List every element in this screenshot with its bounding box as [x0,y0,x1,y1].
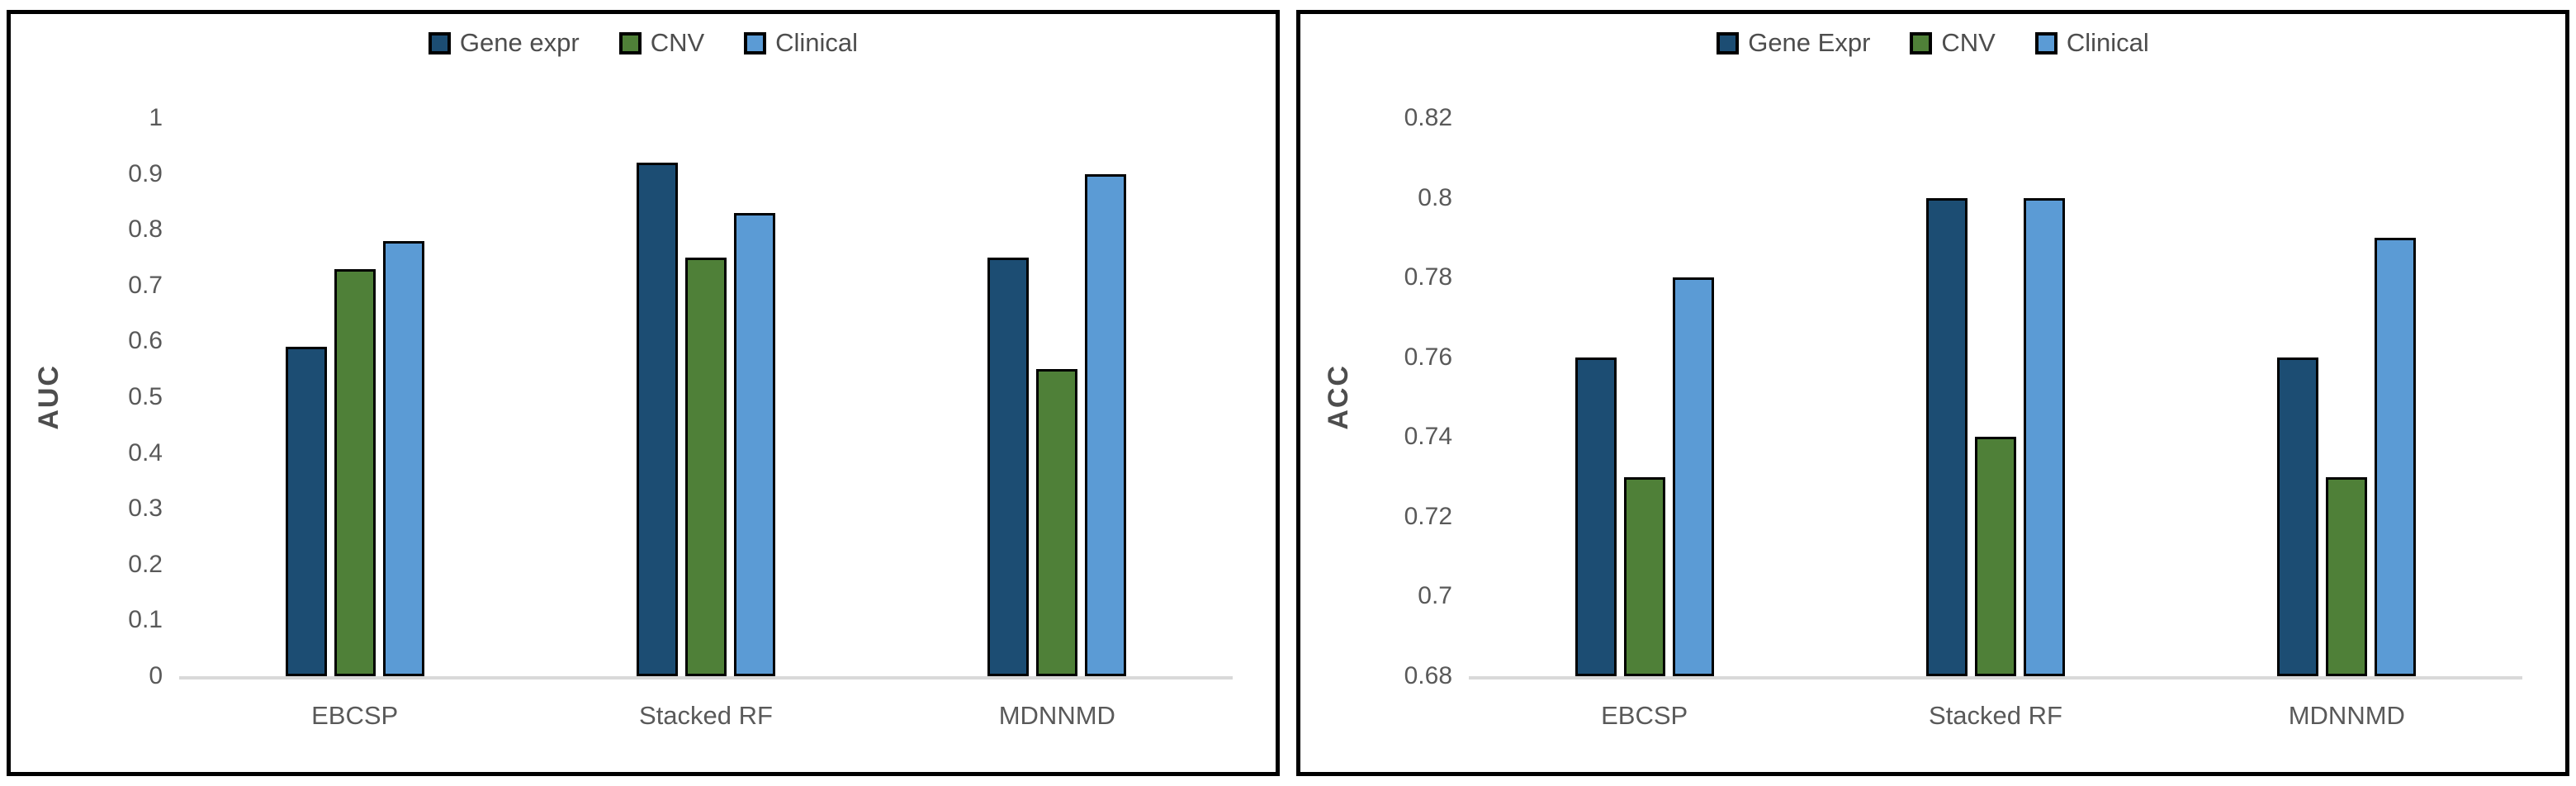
category-slot [2171,118,2522,676]
y-tick-label: 0.9 [128,159,163,187]
chart-panel-acc: Gene Expr CNV Clinical ACC 0.68 0.7 0.72 0.74… [1296,10,2569,776]
legend: Gene expr CNV Clinical [11,26,1276,60]
y-axis-title: ACC [1322,364,1354,430]
y-tick-label: 0.2 [128,550,163,578]
bar [1574,357,1617,676]
plot-area [179,118,1233,679]
legend-item: Gene Expr [1717,28,1870,58]
bar [1623,476,1665,676]
legend-item: CNV [1910,28,1996,58]
y-tick-label: 0.7 [1418,582,1452,610]
bar-group [1574,277,1714,676]
y-axis-ticks: 0.68 0.7 0.72 0.74 0.76 0.78 0.8 0.82 [1376,104,1469,689]
category-slot [882,118,1233,676]
plot-area [1469,118,2522,679]
bar [334,268,376,676]
bar-group [285,240,424,676]
x-axis-category-label: Stacked RF [1929,701,2062,730]
x-label-slot: EBCSP [1469,701,1820,731]
chart-body: ACC 0.68 0.7 0.72 0.74 0.76 0.78 0.8 0.82 EBCSP… [1300,104,2565,731]
bar-group [636,163,775,676]
y-tick-label: 0.68 [1404,662,1452,689]
legend-label: Gene Expr [1748,28,1871,57]
x-axis-labels: EBCSP Stacked RF MDNNMD [179,701,1233,731]
plot-wrap: EBCSP Stacked RF MDNNMD [1469,118,2522,731]
plot-wrap: EBCSP Stacked RF MDNNMD [179,118,1233,731]
legend-label: CNV [650,28,705,57]
legend: Gene Expr CNV Clinical [1300,26,2565,60]
legend-item: Clinical [2034,28,2149,58]
bar-group [2277,237,2417,676]
bar [1672,277,1714,676]
y-tick-label: 0.7 [128,271,163,299]
legend-label: Clinical [2066,28,2149,57]
x-label-slot: Stacked RF [1820,701,2171,731]
bar [684,258,727,676]
legend-item: Gene expr [428,28,580,58]
y-axis-title: AUC [32,364,64,430]
legend-swatch-icon [428,31,451,54]
y-tick-label: 0.78 [1404,263,1452,291]
chart-body: AUC 0 0.1 0.2 0.3 0.4 0.5 0.6 0.7 0.8 0.9 1 EBCSP S… [11,104,1276,731]
category-slot [179,118,530,676]
legend-label: Gene expr [459,28,580,57]
bar [636,163,678,676]
x-axis-category-label: MDNNMD [2288,701,2405,730]
bar [733,212,775,676]
y-axis-title-column: AUC [11,118,87,676]
y-tick-label: 1 [149,104,163,131]
x-axis-category-label: EBCSP [1601,701,1688,730]
y-tick-label: 0.3 [128,495,163,523]
x-label-slot: EBCSP [179,701,530,731]
y-tick-label: 0.8 [128,215,163,244]
x-axis-category-label: MDNNMD [998,701,1115,730]
chart-panel-auc: Gene expr CNV Clinical AUC 0 0.1 0.2 0.3 0.4 0.… [7,10,1280,776]
y-tick-label: 0.4 [128,438,163,466]
legend-swatch-icon [2034,31,2057,54]
legend-swatch-icon [1910,31,1933,54]
y-axis-title-column: ACC [1300,118,1376,676]
y-tick-label: 0.8 [1418,183,1452,211]
legend-swatch-icon [744,31,767,54]
bar-group [1925,197,2065,676]
legend-item: Clinical [744,28,858,58]
bar-group [987,173,1127,676]
y-tick-label: 0.74 [1404,423,1452,451]
bar [2277,357,2319,676]
y-tick-label: 0 [149,662,163,689]
bar [987,258,1030,676]
bar [1925,197,1968,676]
y-tick-label: 0.1 [128,606,163,634]
x-label-slot: Stacked RF [530,701,881,731]
legend-label: CNV [1941,28,1996,57]
x-label-slot: MDNNMD [882,701,1233,731]
y-tick-label: 0.6 [128,327,163,355]
x-axis-category-label: EBCSP [311,701,399,730]
legend-item: CNV [618,28,705,58]
bar [2326,476,2368,676]
y-tick-label: 0.82 [1404,104,1452,131]
x-axis-labels: EBCSP Stacked RF MDNNMD [1469,701,2522,731]
x-label-slot: MDNNMD [2171,701,2522,731]
y-tick-label: 0.72 [1404,502,1452,530]
legend-swatch-icon [1717,31,1740,54]
legend-swatch-icon [618,31,642,54]
bar [2375,237,2417,676]
bar [2023,197,2065,676]
bar [382,240,424,676]
category-slot [1820,118,2171,676]
y-tick-label: 0.5 [128,383,163,410]
category-slot [530,118,881,676]
category-slot [1469,118,1820,676]
y-axis-ticks: 0 0.1 0.2 0.3 0.4 0.5 0.6 0.7 0.8 0.9 1 [87,104,179,689]
bar [1974,437,2016,676]
bar [1085,173,1127,676]
y-tick-label: 0.76 [1404,343,1452,371]
x-axis-category-label: Stacked RF [639,701,773,730]
bar [1036,369,1078,676]
legend-label: Clinical [775,28,859,57]
bar [285,347,327,676]
